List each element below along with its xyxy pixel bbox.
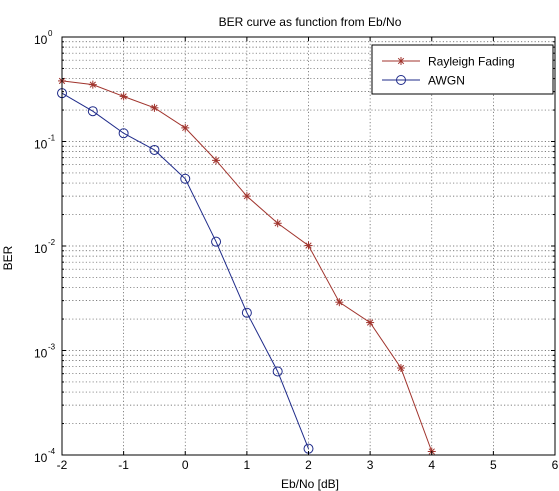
data-point [150, 103, 159, 112]
legend-box [371, 44, 554, 95]
legend-entry-awgn: AWGN [382, 74, 465, 88]
x-tick-label: 2 [305, 458, 312, 472]
x-axis-label: Eb/No [dB] [281, 477, 339, 491]
series-0 [58, 76, 436, 456]
data-point [242, 192, 251, 201]
data-point [273, 219, 282, 228]
data-point [335, 298, 344, 307]
data-point [87, 106, 98, 117]
x-tick-label: 1 [244, 458, 251, 472]
series-line-1 [61, 92, 309, 449]
y-tick-exponent: -2 [48, 238, 56, 247]
data-point [211, 236, 222, 247]
y-tick-label: 10 [34, 33, 48, 47]
data-point [272, 366, 283, 377]
x-tick-label: 0 [182, 458, 189, 472]
legend-label-awgn: AWGN [428, 74, 465, 88]
y-tick-label: 10 [34, 138, 48, 152]
x-tick-label: -1 [118, 458, 129, 472]
y-tick-exponent: -3 [48, 343, 56, 352]
y-tick-exponent: -1 [48, 134, 56, 143]
plot-area [57, 36, 556, 456]
chart-title: BER curve as function from Eb/No [219, 15, 402, 29]
data-point [241, 307, 252, 318]
x-tick-label: 6 [552, 458, 559, 472]
x-tick-label: -2 [57, 458, 68, 472]
x-tick-label: 5 [490, 458, 497, 472]
y-tick-label: 10 [34, 347, 48, 361]
legend-label-rayleigh: Rayleigh Fading [428, 55, 515, 69]
legend-marker-glyph [397, 57, 405, 65]
y-tick-exponent: -4 [48, 447, 56, 456]
x-tick-label: 4 [428, 458, 435, 472]
data-point [304, 241, 313, 250]
legend-marker-awgn [396, 75, 406, 85]
y-tick-label: 10 [34, 451, 48, 465]
data-point [119, 92, 128, 101]
y-axis-label: BER [1, 245, 15, 270]
tick-marks [61, 36, 556, 456]
x-tick-label: 3 [367, 458, 374, 472]
data-point [180, 173, 191, 184]
data-point [118, 128, 129, 139]
data-point [88, 80, 97, 89]
data-point [212, 156, 221, 165]
legend-entry-rayleigh: Rayleigh Fading [382, 55, 515, 69]
legend-marker-glyph [396, 75, 406, 85]
y-tick-exponent: 0 [48, 29, 53, 38]
legend-marker-rayleigh [397, 57, 405, 65]
data-point [366, 318, 375, 327]
x-tick-labels: -2 -1 0 1 2 3 4 5 6 [57, 458, 559, 472]
grid [62, 37, 555, 455]
data-point [396, 364, 405, 373]
y-tick-label: 10 [34, 242, 48, 256]
data-point [181, 123, 190, 132]
legend: Rayleigh Fading AWGN [371, 44, 554, 95]
data-point [149, 144, 160, 155]
